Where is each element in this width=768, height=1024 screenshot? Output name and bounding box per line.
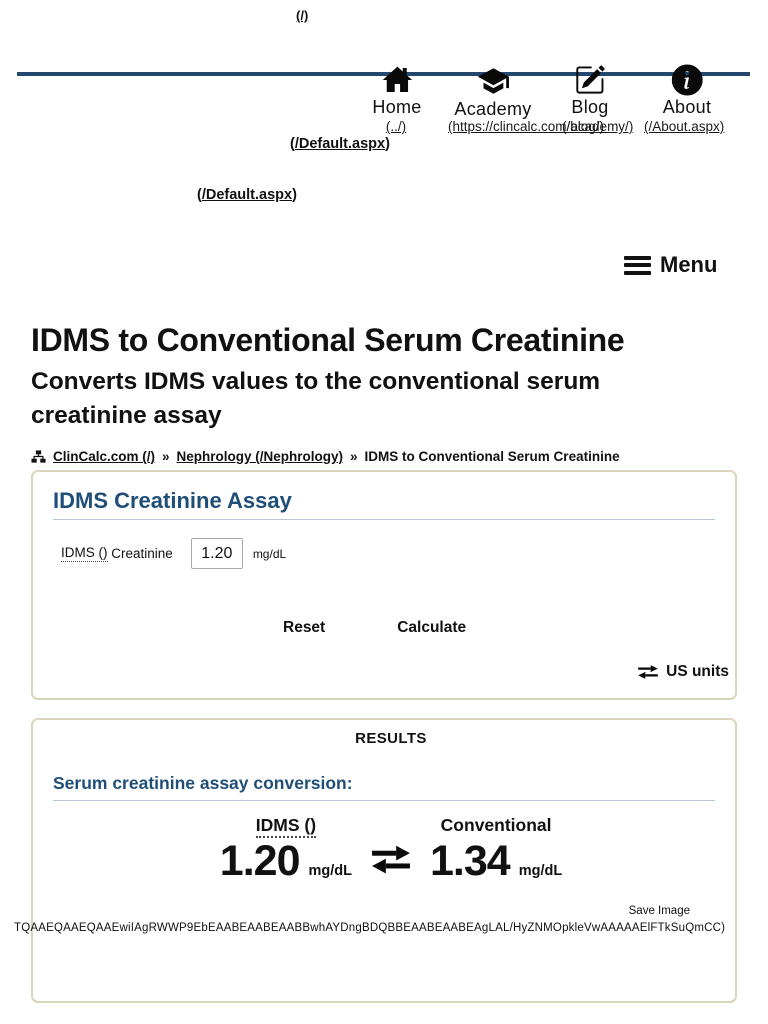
root-site-link[interactable]: (/) [296,8,309,23]
idms-result-abbr[interactable]: IDMS () [255,815,317,838]
header-divider-bar [17,72,750,76]
conventional-label: Conventional [440,815,552,835]
exchange-arrows-icon [372,845,410,874]
field-unit: mg/dL [252,546,287,561]
breadcrumb: ClinCalc.com (/) » Nephrology (/Nephrolo… [31,449,737,464]
home-icon [382,66,412,92]
breadcrumb-separator: » [350,449,358,464]
menu-label: Menu [660,252,718,277]
blog-icon [576,65,605,94]
image-data-overflow-text: TQAAEQAAEQAAEwiIAgRWWP9EbEAABEAABEAABBwh… [14,922,726,934]
nav-item-home[interactable]: Home [372,64,421,118]
creatinine-field-row: IDMS () Creatinine mg/dL [61,538,729,569]
breadcrumb-separator: » [162,449,170,464]
page-subtitle: Converts IDMS values to the conventional… [31,368,601,429]
conversion-row: IDMS () 1.20 mg/dL Conventional 1.34 mg/… [53,815,729,885]
calculator-title: IDMS Creatinine Assay [53,488,715,520]
paren: ) [292,187,297,203]
idms-column: IDMS () 1.20 mg/dL [220,815,352,885]
main-content: IDMS to Conventional Serum Creatinine Co… [31,322,737,1003]
calculator-panel: IDMS Creatinine Assay IDMS () Creatinine… [31,470,737,700]
button-row: Reset Calculate [283,619,729,637]
nav-label: Blog [571,97,609,117]
nav-url-about[interactable]: (/About.aspx) [644,119,725,134]
hamburger-icon [624,255,651,275]
breadcrumb-current-page: IDMS to Conventional Serum Creatinine [364,449,620,464]
conventional-value: 1.34 [430,837,511,885]
results-panel: RESULTS Serum creatinine assay conversio… [31,718,737,1003]
nav-url-home[interactable]: (../) [385,119,407,134]
units-toggle[interactable]: US units [53,663,729,681]
nav-url-academy[interactable]: (https://clincalc.com/academy/) [448,119,634,134]
paren: ( [197,187,202,203]
sitemap-icon [31,449,46,463]
nav-url-blog[interactable]: (/blog/) [562,119,605,134]
link-text: /Default.aspx [294,136,386,152]
idms-unit: mg/dL [308,863,353,879]
nav-label: About [662,97,712,117]
page-header: (/) Home Academy Blog About (../) (https… [0,0,768,300]
nav-item-academy[interactable]: Academy [454,64,531,120]
link-text: /Default.aspx [201,187,293,203]
breadcrumb-home-link[interactable]: ClinCalc.com (/) [53,449,156,464]
save-image-row: Save Image [53,905,729,917]
about-icon [671,64,703,96]
default-aspx-link-top[interactable]: (/Default.aspx) [290,136,390,152]
creatinine-input[interactable] [190,538,243,569]
nav-item-blog[interactable]: Blog [571,64,608,118]
calculate-button[interactable]: Calculate [397,619,467,636]
page-title: IDMS to Conventional Serum Creatinine [31,322,625,358]
save-image-link[interactable]: Save Image [628,905,690,917]
nav-label: Home [372,97,422,117]
default-aspx-link-bottom[interactable]: (/Default.aspx) [197,187,297,203]
paren: ) [385,136,390,152]
idms-abbr[interactable]: IDMS () [61,545,108,562]
field-label: Creatinine [111,546,173,561]
conventional-column: Conventional 1.34 mg/dL [430,815,562,885]
reset-button[interactable]: Reset [283,619,326,636]
exchange-arrows-icon [638,665,658,679]
conventional-unit: mg/dL [518,863,563,879]
paren: ( [290,136,295,152]
idms-value: 1.20 [219,837,301,885]
breadcrumb-nephrology-link[interactable]: Nephrology (/Nephrology) [176,449,344,464]
results-section-title: Serum creatinine assay conversion: [53,773,715,801]
academy-icon [477,68,509,94]
menu-button[interactable]: Menu [624,252,717,278]
nav-item-about[interactable]: About [663,64,712,118]
nav-label: Academy [454,99,532,119]
results-header: RESULTS [355,730,427,747]
units-toggle-label: US units [666,663,729,680]
